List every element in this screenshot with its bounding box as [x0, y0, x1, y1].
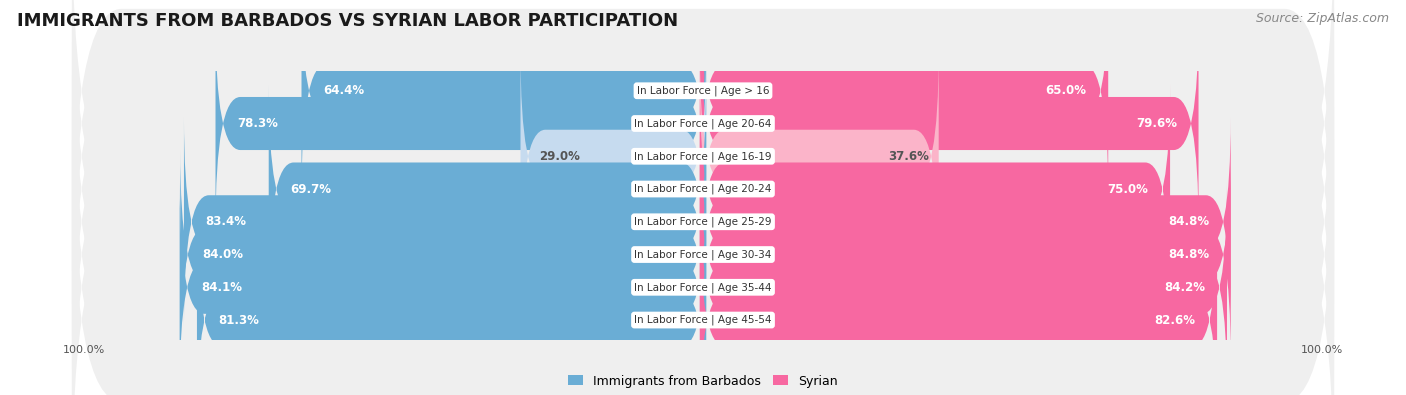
- Text: 29.0%: 29.0%: [538, 150, 579, 163]
- Text: In Labor Force | Age > 16: In Labor Force | Age > 16: [637, 85, 769, 96]
- Text: 84.2%: 84.2%: [1164, 281, 1205, 294]
- Text: 84.8%: 84.8%: [1168, 215, 1209, 228]
- FancyBboxPatch shape: [197, 216, 706, 395]
- FancyBboxPatch shape: [700, 216, 1218, 395]
- FancyBboxPatch shape: [700, 19, 1198, 228]
- FancyBboxPatch shape: [700, 117, 1230, 326]
- Text: 84.8%: 84.8%: [1168, 248, 1209, 261]
- FancyBboxPatch shape: [180, 183, 706, 392]
- FancyBboxPatch shape: [72, 0, 1334, 337]
- Text: 75.0%: 75.0%: [1108, 182, 1149, 196]
- FancyBboxPatch shape: [72, 107, 1334, 395]
- Text: 78.3%: 78.3%: [238, 117, 278, 130]
- FancyBboxPatch shape: [72, 0, 1334, 304]
- FancyBboxPatch shape: [700, 0, 1108, 195]
- Text: In Labor Force | Age 45-54: In Labor Force | Age 45-54: [634, 315, 772, 325]
- Text: Source: ZipAtlas.com: Source: ZipAtlas.com: [1256, 12, 1389, 25]
- FancyBboxPatch shape: [72, 41, 1334, 395]
- Text: 82.6%: 82.6%: [1154, 314, 1195, 327]
- Text: In Labor Force | Age 16-19: In Labor Force | Age 16-19: [634, 151, 772, 162]
- Text: 79.6%: 79.6%: [1136, 117, 1177, 130]
- FancyBboxPatch shape: [700, 183, 1227, 392]
- FancyBboxPatch shape: [700, 52, 939, 261]
- FancyBboxPatch shape: [269, 85, 706, 293]
- Text: In Labor Force | Age 35-44: In Labor Force | Age 35-44: [634, 282, 772, 293]
- FancyBboxPatch shape: [72, 0, 1334, 271]
- FancyBboxPatch shape: [184, 117, 706, 326]
- FancyBboxPatch shape: [301, 0, 706, 195]
- FancyBboxPatch shape: [520, 52, 706, 261]
- FancyBboxPatch shape: [72, 9, 1334, 369]
- FancyBboxPatch shape: [72, 74, 1334, 395]
- Text: In Labor Force | Age 25-29: In Labor Force | Age 25-29: [634, 216, 772, 227]
- Text: 69.7%: 69.7%: [291, 182, 332, 196]
- FancyBboxPatch shape: [180, 150, 706, 359]
- Text: 37.6%: 37.6%: [889, 150, 929, 163]
- Text: In Labor Force | Age 20-24: In Labor Force | Age 20-24: [634, 184, 772, 194]
- Text: IMMIGRANTS FROM BARBADOS VS SYRIAN LABOR PARTICIPATION: IMMIGRANTS FROM BARBADOS VS SYRIAN LABOR…: [17, 12, 678, 30]
- Text: 84.0%: 84.0%: [202, 248, 243, 261]
- Legend: Immigrants from Barbados, Syrian: Immigrants from Barbados, Syrian: [562, 370, 844, 393]
- Text: 81.3%: 81.3%: [218, 314, 260, 327]
- Text: 64.4%: 64.4%: [323, 84, 364, 97]
- Text: 83.4%: 83.4%: [205, 215, 246, 228]
- Text: In Labor Force | Age 30-34: In Labor Force | Age 30-34: [634, 249, 772, 260]
- Text: 65.0%: 65.0%: [1046, 84, 1087, 97]
- FancyBboxPatch shape: [700, 85, 1170, 293]
- FancyBboxPatch shape: [700, 150, 1230, 359]
- FancyBboxPatch shape: [72, 140, 1334, 395]
- Text: 84.1%: 84.1%: [201, 281, 242, 294]
- FancyBboxPatch shape: [215, 19, 706, 228]
- Text: In Labor Force | Age 20-64: In Labor Force | Age 20-64: [634, 118, 772, 129]
